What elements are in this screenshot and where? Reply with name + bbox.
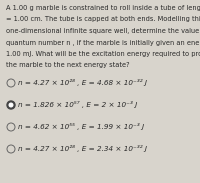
Text: n = 4.27 × 10²⁸ , E = 2.34 × 10⁻³² J: n = 4.27 × 10²⁸ , E = 2.34 × 10⁻³² J	[18, 145, 147, 152]
Text: the marble to the next energy state?: the marble to the next energy state?	[6, 63, 130, 68]
Text: A 1.00 g marble is constrained to roll inside a tube of length L: A 1.00 g marble is constrained to roll i…	[6, 5, 200, 11]
Text: n = 1.826 × 10⁵⁷ , E = 2 × 10⁻³ J: n = 1.826 × 10⁵⁷ , E = 2 × 10⁻³ J	[18, 101, 137, 108]
Text: quantum number n , if the marble is initially given an energy of: quantum number n , if the marble is init…	[6, 40, 200, 46]
Circle shape	[7, 101, 15, 109]
Text: n = 4.62 × 10⁵⁵ , E = 1.99 × 10⁻³ J: n = 4.62 × 10⁵⁵ , E = 1.99 × 10⁻³ J	[18, 123, 144, 130]
Text: 1.00 mJ. What will be the excitation energy required to promote: 1.00 mJ. What will be the excitation ene…	[6, 51, 200, 57]
Text: = 1.00 cm. The tube is capped at both ends. Modelling this as a: = 1.00 cm. The tube is capped at both en…	[6, 16, 200, 23]
Text: one-dimensional infinite square well, determine the value of the: one-dimensional infinite square well, de…	[6, 28, 200, 34]
Text: n = 4.27 × 10²⁸ , E = 4.68 × 10⁻³² J: n = 4.27 × 10²⁸ , E = 4.68 × 10⁻³² J	[18, 79, 147, 86]
Circle shape	[9, 103, 13, 107]
